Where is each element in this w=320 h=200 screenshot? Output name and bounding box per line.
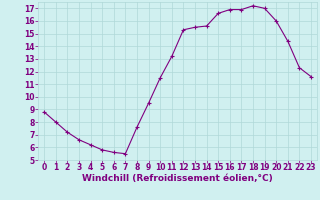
X-axis label: Windchill (Refroidissement éolien,°C): Windchill (Refroidissement éolien,°C) <box>82 174 273 183</box>
